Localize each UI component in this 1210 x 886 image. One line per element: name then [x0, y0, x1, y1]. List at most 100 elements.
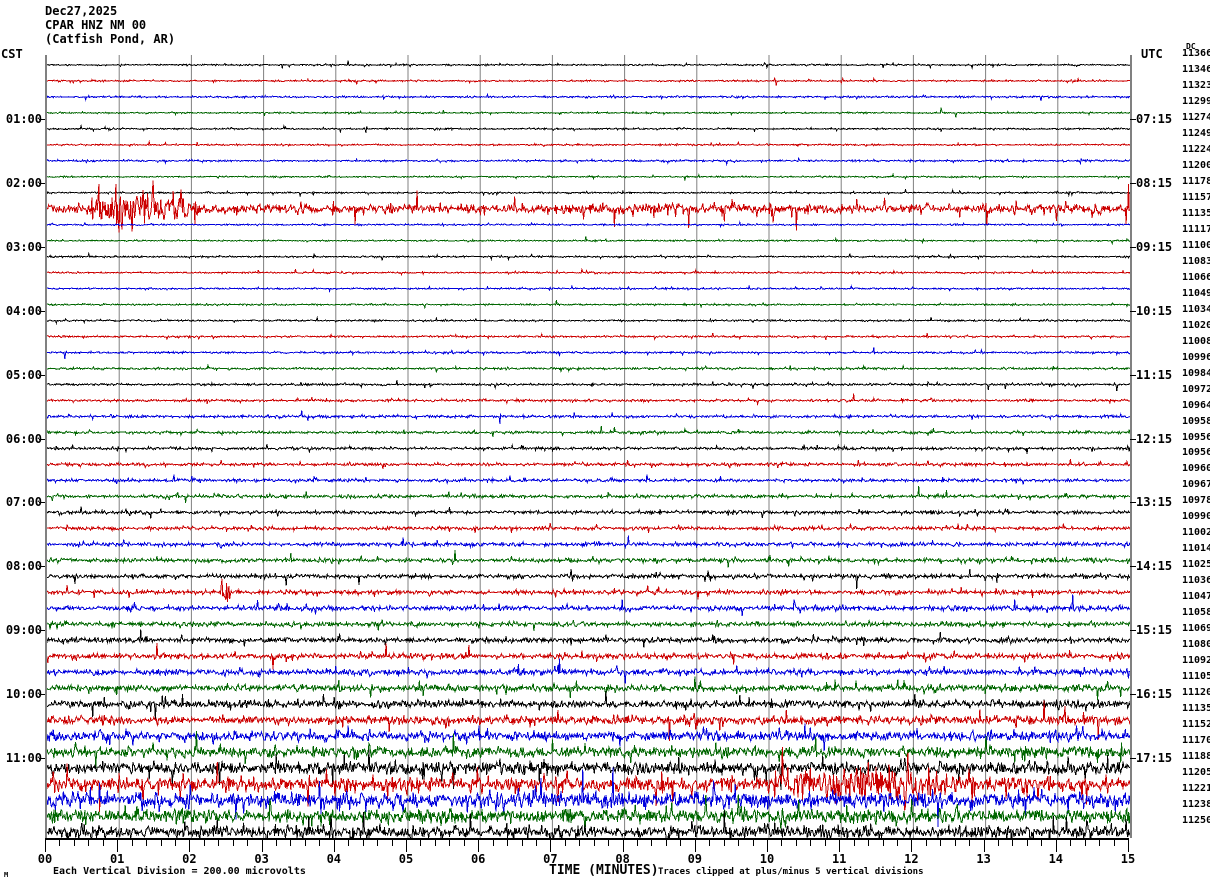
cst-time-tick: 05:00 [5, 367, 42, 382]
dc-value: 11249 [1182, 127, 1210, 139]
seismic-trace [47, 251, 1130, 262]
x-tick-minor [1084, 838, 1086, 846]
seismic-trace [47, 380, 1130, 392]
dc-value: 10958 [1182, 415, 1210, 427]
dc-value: 10960 [1182, 463, 1210, 475]
utc-time-tick: 08:15 [1136, 175, 1173, 190]
seismic-trace [47, 700, 1130, 741]
x-tick-minor [348, 838, 350, 846]
x-tick-minor [868, 838, 870, 846]
dc-value: 10972 [1182, 383, 1210, 395]
dc-value: 11135 [1182, 207, 1210, 219]
seismic-trace [47, 569, 1130, 590]
utc-tick-mark [1130, 694, 1136, 696]
seismic-trace [47, 140, 1130, 148]
cst-tick-mark [39, 310, 45, 312]
x-tick-minor [824, 838, 826, 846]
seismic-trace [47, 180, 1130, 233]
x-tick-label: 08 [615, 852, 630, 866]
seismic-trace [47, 474, 1130, 485]
dc-value: 11105 [1182, 671, 1210, 683]
x-tick-label: 09 [687, 852, 703, 866]
dc-value: 11250 [1182, 815, 1210, 827]
dc-value: 11299 [1182, 95, 1210, 107]
dc-value: 11221 [1182, 783, 1210, 795]
dc-value: 11170 [1182, 735, 1210, 747]
x-tick-minor [1113, 838, 1115, 846]
seismic-trace [47, 236, 1130, 246]
utc-tick-mark [1130, 630, 1136, 632]
x-tick-minor [276, 838, 278, 846]
dc-value: 11025 [1182, 559, 1210, 571]
seismic-trace [47, 578, 1130, 602]
cst-tick-mark [39, 246, 45, 248]
dc-value: 11200 [1182, 159, 1210, 171]
seismic-trace [47, 156, 1130, 166]
dc-value: 11058 [1182, 607, 1210, 619]
cst-time-tick: 11:00 [5, 751, 42, 766]
x-axis-ticks: 00 01 02 03 04 05 06 07 08 09 10 11 12 13 14 15 [38, 838, 1135, 866]
seismic-trace [47, 676, 1130, 700]
x-axis-title: TIME (MINUTES) [549, 863, 659, 878]
utc-tick-mark [1130, 118, 1136, 120]
utc-time-tick: 15:15 [1136, 623, 1173, 638]
x-tick-minor [940, 838, 942, 846]
seismic-trace [47, 618, 1130, 631]
x-tick-label: 06 [470, 852, 486, 866]
x-tick-major [478, 838, 480, 852]
dc-value: 11034 [1182, 303, 1210, 315]
dc-axis-label: DC [1186, 42, 1196, 51]
seismic-trace [47, 506, 1130, 519]
x-tick-minor [1041, 838, 1043, 846]
x-tick-major [550, 838, 552, 852]
helicorder-plot[interactable] [45, 55, 1132, 838]
dc-value: 11014 [1182, 543, 1210, 555]
dc-value: 10990 [1182, 511, 1210, 523]
x-tick-minor [102, 838, 104, 846]
dc-value: 11047 [1182, 591, 1210, 603]
seismic-trace [47, 443, 1130, 455]
header-location: (Catfish Pond, AR) [45, 32, 176, 46]
dc-value: 11002 [1182, 527, 1210, 539]
cst-tick-mark [39, 182, 45, 184]
seismic-trace [47, 458, 1130, 469]
seismic-trace [47, 723, 1130, 751]
cst-tick-mark [39, 694, 45, 696]
x-tick-minor [752, 838, 754, 846]
dc-value: 10964 [1182, 399, 1210, 411]
x-tick-major [406, 838, 407, 852]
cst-time-tick: 06:00 [5, 431, 42, 446]
x-tick-minor [377, 838, 379, 846]
dc-value: 10978 [1182, 495, 1210, 507]
clipping-note: Traces clipped at plus/minus 5 vertical … [658, 867, 924, 877]
dc-value: 11157 [1182, 191, 1210, 203]
dc-value: 11224 [1182, 143, 1210, 155]
x-tick-major [117, 838, 119, 852]
x-tick-minor [449, 838, 451, 846]
utc-tick-mark [1130, 438, 1136, 440]
cst-tick-mark [39, 438, 45, 440]
x-tick-label: 01 [109, 852, 125, 866]
x-tick-minor [637, 838, 639, 846]
x-tick-minor [463, 838, 465, 846]
x-tick-minor [521, 838, 523, 846]
seismic-trace [47, 300, 1130, 310]
x-tick-minor [319, 838, 321, 846]
x-tick-major [189, 838, 191, 852]
x-tick-minor [131, 838, 133, 846]
seismic-trace [47, 410, 1130, 425]
x-tick-minor [593, 838, 595, 846]
cst-time-tick: 08:00 [5, 559, 42, 574]
x-tick-minor [564, 838, 566, 846]
x-tick-major [622, 838, 624, 852]
seismic-trace [47, 523, 1130, 534]
x-tick-minor [781, 838, 783, 846]
seismic-trace [47, 643, 1130, 670]
x-tick-minor [925, 838, 927, 846]
x-tick-major [983, 838, 985, 852]
x-tick-label: 03 [254, 852, 269, 866]
x-tick-minor [579, 838, 581, 846]
cst-time-tick: 07:00 [5, 495, 42, 510]
x-tick-minor [709, 838, 711, 846]
seismic-trace [47, 485, 1130, 503]
